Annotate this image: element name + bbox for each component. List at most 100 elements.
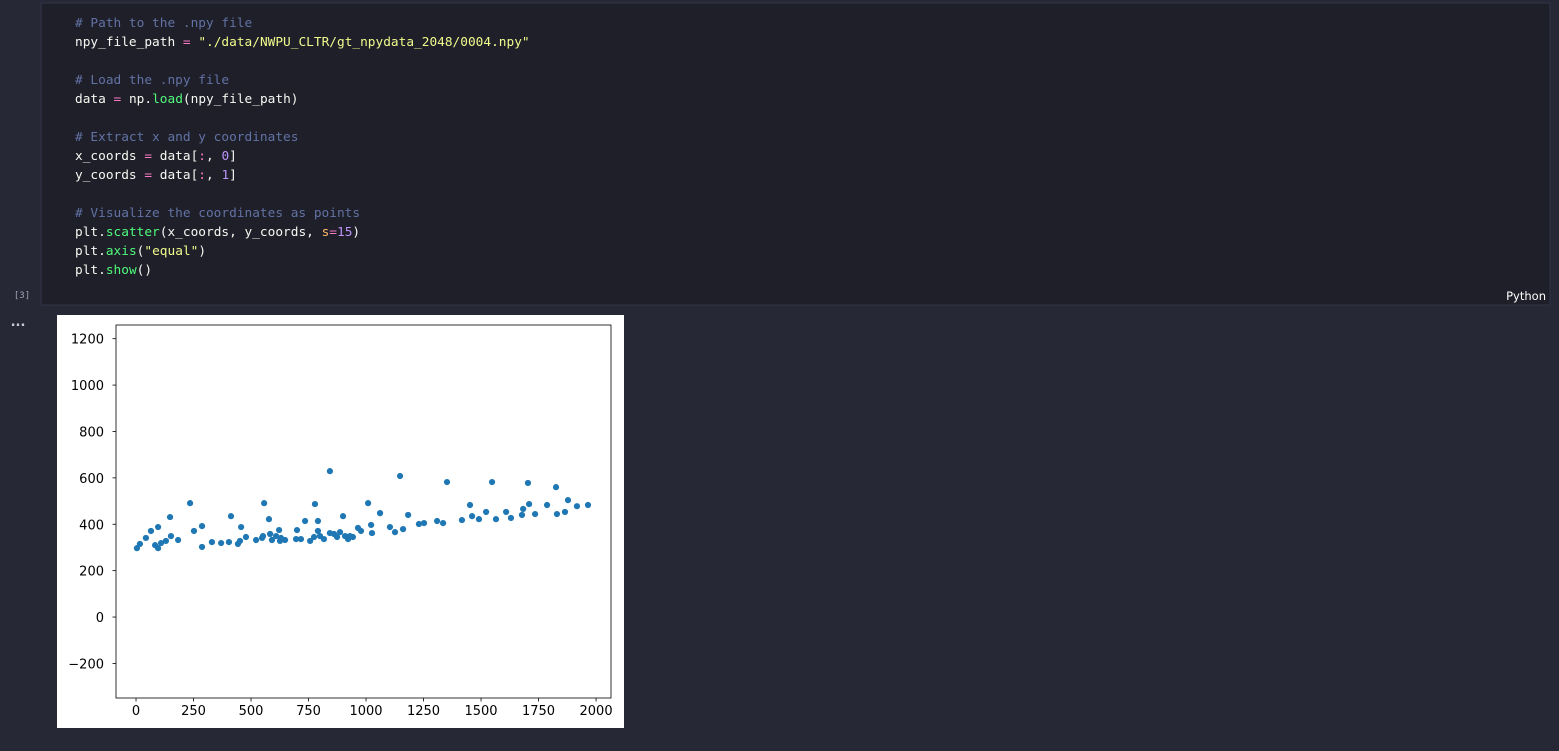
y-tick-label: 0 (96, 611, 104, 626)
code-line: plt.scatter(x_coords, y_coords, s=15) (75, 225, 360, 240)
code-line: plt.show() (75, 263, 152, 278)
point (333, 533, 341, 541)
x-tick-label: 500 (239, 704, 264, 719)
point (310, 533, 318, 541)
x-tick-label: 1250 (407, 704, 440, 719)
point (376, 510, 384, 517)
output-menu[interactable]: ... (11, 315, 26, 330)
point (391, 529, 399, 536)
point (386, 523, 394, 531)
code-token: show (106, 263, 137, 278)
code-token: ) (352, 225, 360, 240)
execution-count: [3] (14, 291, 30, 301)
point (552, 484, 560, 491)
point (320, 536, 328, 543)
point (531, 510, 539, 518)
point (365, 500, 372, 507)
code-line: plt.axis("equal") (75, 244, 206, 259)
point (301, 517, 309, 525)
code-token: load (152, 92, 183, 107)
code-token: # Extract x and y coordinates (75, 130, 298, 145)
code-token: axis (106, 244, 137, 259)
code-line: x_coords = data[:, 0] (75, 149, 237, 164)
x-tick-label: 0 (132, 704, 140, 719)
code-token: data[ (152, 168, 198, 183)
point (524, 479, 532, 487)
point (147, 527, 155, 535)
code-token: scatter (106, 225, 160, 240)
point (503, 508, 510, 516)
point (396, 472, 404, 480)
point (520, 505, 527, 513)
code-token: plt. (75, 244, 106, 259)
code-token: plt. (75, 263, 106, 278)
point (573, 503, 581, 510)
code-token: = (144, 168, 152, 183)
point (336, 529, 344, 536)
point (167, 532, 175, 540)
point (526, 500, 533, 508)
point (268, 536, 276, 544)
point (190, 527, 198, 535)
y-tick-label: 1000 (71, 379, 104, 394)
code-token: npy_file_path (75, 35, 183, 50)
point (458, 516, 466, 524)
point (162, 537, 170, 545)
code-token: data[ (152, 149, 198, 164)
code-token: = (144, 149, 152, 164)
axes-frame (115, 324, 612, 699)
code-token: : (198, 149, 206, 164)
code-token: : (198, 168, 206, 183)
x-tick-label: 1000 (349, 704, 382, 719)
code-token: (npy_file_path) (183, 92, 299, 107)
code-line: # Path to the .npy file (75, 16, 252, 31)
point (186, 500, 194, 507)
code-token: (x_coords, y_coords, (160, 225, 322, 240)
point (314, 517, 322, 525)
point (238, 523, 245, 531)
code-token: "./data/NWPU_CLTR/gt_npydata_2048/0004.n… (198, 35, 529, 50)
x-tick-label: 250 (181, 704, 206, 719)
point (415, 520, 423, 528)
language-label[interactable]: Python (1506, 289, 1546, 303)
scatter-plot: 0 250 500 750 1000 1250 1500 1750 2000 −200 0 200 40… (68, 324, 613, 719)
y-tick-label: 800 (79, 425, 104, 440)
point (261, 500, 268, 507)
code-token: , (206, 168, 221, 183)
point (439, 519, 447, 527)
point (468, 513, 476, 520)
point (518, 511, 526, 519)
code-token: () (137, 263, 152, 278)
point (311, 500, 319, 508)
point (142, 534, 150, 542)
code-token (191, 35, 199, 50)
point (259, 532, 267, 540)
point (252, 536, 260, 544)
y-tick-label: 1200 (71, 333, 104, 348)
point (198, 543, 206, 551)
point (275, 526, 283, 534)
code-line: # Visualize the coordinates as points (75, 206, 360, 221)
point (368, 529, 376, 537)
point (307, 537, 314, 545)
code-token: x_coords (75, 149, 144, 164)
code-token: ] (229, 149, 237, 164)
point (136, 540, 144, 548)
point (367, 521, 375, 529)
code-token: # Visualize the coordinates as points (75, 206, 360, 221)
point (242, 533, 250, 541)
point (349, 533, 357, 541)
code-line: npy_file_path = "./data/NWPU_CLTR/gt_npy… (75, 35, 530, 50)
code-token: np. (121, 92, 152, 107)
code-line: # Extract x and y coordinates (75, 130, 298, 145)
code-token: # Path to the .npy file (75, 16, 252, 31)
point (236, 537, 244, 545)
point (198, 523, 206, 530)
point (175, 536, 182, 544)
code-token: 15 (337, 225, 352, 240)
x-tick-label: 1750 (522, 704, 555, 719)
point (297, 536, 305, 543)
point (561, 508, 569, 516)
point (293, 526, 301, 534)
